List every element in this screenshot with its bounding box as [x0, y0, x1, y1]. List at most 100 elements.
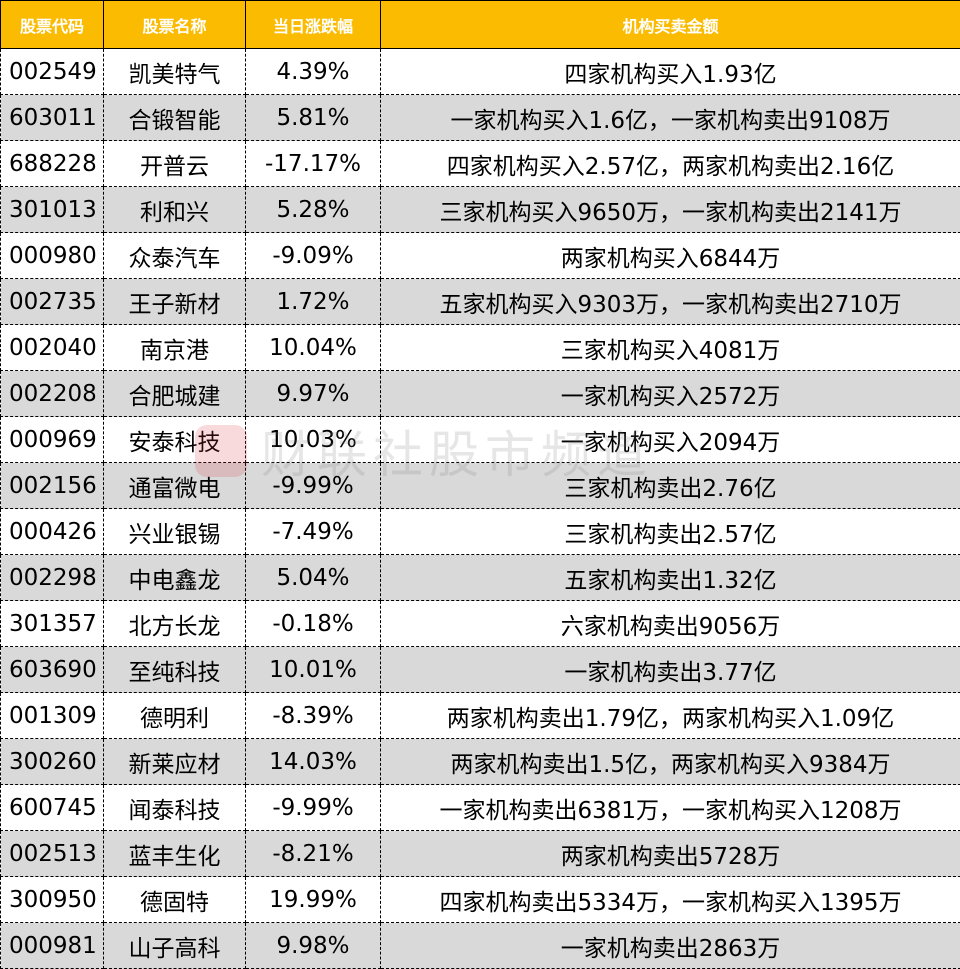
institution-amount: 五家机构卖出1.32亿: [381, 555, 960, 601]
daily-change: 19.99%: [246, 877, 381, 923]
stock-code: 600745: [1, 785, 104, 831]
institution-amount: 五家机构买入9303万，一家机构卖出2710万: [381, 279, 960, 325]
stock-code: 001309: [1, 693, 104, 739]
institution-amount: 两家机构卖出1.5亿，两家机构买入9384万: [381, 739, 960, 785]
institution-amount: 四家机构卖出5334万，一家机构买入1395万: [381, 877, 960, 923]
daily-change: 4.39%: [246, 49, 381, 95]
stock-code: 301013: [1, 187, 104, 233]
institution-amount: 六家机构卖出9056万: [381, 601, 960, 647]
stock-name: 德固特: [104, 877, 246, 923]
institution-amount: 一家机构卖出3.77亿: [381, 647, 960, 693]
daily-change: -9.09%: [246, 233, 381, 279]
daily-change: 10.04%: [246, 325, 381, 371]
stock-name: 新莱应材: [104, 739, 246, 785]
stock-code: 300950: [1, 877, 104, 923]
daily-change: -9.99%: [246, 463, 381, 509]
daily-change: 9.97%: [246, 371, 381, 417]
daily-change: -8.21%: [246, 831, 381, 877]
header-name: 股票名称: [104, 1, 246, 49]
stock-name: 众泰汽车: [104, 233, 246, 279]
institution-amount: 三家机构买入4081万: [381, 325, 960, 371]
daily-change: -9.99%: [246, 785, 381, 831]
stock-code: 002549: [1, 49, 104, 95]
daily-change: 1.72%: [246, 279, 381, 325]
stock-code: 000969: [1, 417, 104, 463]
stock-name: 蓝丰生化: [104, 831, 246, 877]
stock-name: 开普云: [104, 141, 246, 187]
daily-change: 5.28%: [246, 187, 381, 233]
stock-code: 002208: [1, 371, 104, 417]
stock-code: 688228: [1, 141, 104, 187]
stock-code: 002040: [1, 325, 104, 371]
stock-code: 002513: [1, 831, 104, 877]
institution-amount: 一家机构买入1.6亿，一家机构卖出9108万: [381, 95, 960, 141]
stock-name: 利和兴: [104, 187, 246, 233]
stock-code: 000980: [1, 233, 104, 279]
institution-amount: 一家机构卖出2863万: [381, 923, 960, 969]
institution-amount: 三家机构买入9650万，一家机构卖出2141万: [381, 187, 960, 233]
stock-name: 安泰科技: [104, 417, 246, 463]
stock-name: 至纯科技: [104, 647, 246, 693]
stock-code: 000981: [1, 923, 104, 969]
header-code: 股票代码: [1, 1, 104, 49]
daily-change: 5.04%: [246, 555, 381, 601]
daily-change: 5.81%: [246, 95, 381, 141]
stock-name: 合肥城建: [104, 371, 246, 417]
stock-name: 凯美特气: [104, 49, 246, 95]
stock-name: 兴业银锡: [104, 509, 246, 555]
institution-amount: 三家机构卖出2.57亿: [381, 509, 960, 555]
daily-change: 10.03%: [246, 417, 381, 463]
daily-change: -8.39%: [246, 693, 381, 739]
daily-change: -17.17%: [246, 141, 381, 187]
stock-code: 603690: [1, 647, 104, 693]
institution-amount: 两家机构卖出1.79亿，两家机构买入1.09亿: [381, 693, 960, 739]
header-row: 股票代码 股票名称 当日涨跌幅 机构买卖金额: [1, 1, 960, 49]
stock-code: 002298: [1, 555, 104, 601]
institution-amount: 三家机构卖出2.76亿: [381, 463, 960, 509]
stock-name: 德明利: [104, 693, 246, 739]
stock-code: 002156: [1, 463, 104, 509]
stock-code: 301357: [1, 601, 104, 647]
institution-amount: 两家机构买入6844万: [381, 233, 960, 279]
institution-amount: 一家机构买入2572万: [381, 371, 960, 417]
stock-code: 002735: [1, 279, 104, 325]
stock-name: 通富微电: [104, 463, 246, 509]
stock-name: 南京港: [104, 325, 246, 371]
stock-name: 闻泰科技: [104, 785, 246, 831]
stock-name: 王子新材: [104, 279, 246, 325]
institution-amount: 一家机构卖出6381万，一家机构买入1208万: [381, 785, 960, 831]
stock-code: 300260: [1, 739, 104, 785]
daily-change: -0.18%: [246, 601, 381, 647]
institution-amount: 一家机构买入2094万: [381, 417, 960, 463]
institution-amount: 四家机构买入1.93亿: [381, 49, 960, 95]
header-institution-amount: 机构买卖金额: [381, 1, 960, 49]
stock-name: 合锻智能: [104, 95, 246, 141]
stock-code: 603011: [1, 95, 104, 141]
daily-change: 9.98%: [246, 923, 381, 969]
stock-name: 中电鑫龙: [104, 555, 246, 601]
daily-change: -7.49%: [246, 509, 381, 555]
stock-name: 北方长龙: [104, 601, 246, 647]
institution-amount: 四家机构买入2.57亿，两家机构卖出2.16亿: [381, 141, 960, 187]
daily-change: 14.03%: [246, 739, 381, 785]
header-change: 当日涨跌幅: [246, 1, 381, 49]
